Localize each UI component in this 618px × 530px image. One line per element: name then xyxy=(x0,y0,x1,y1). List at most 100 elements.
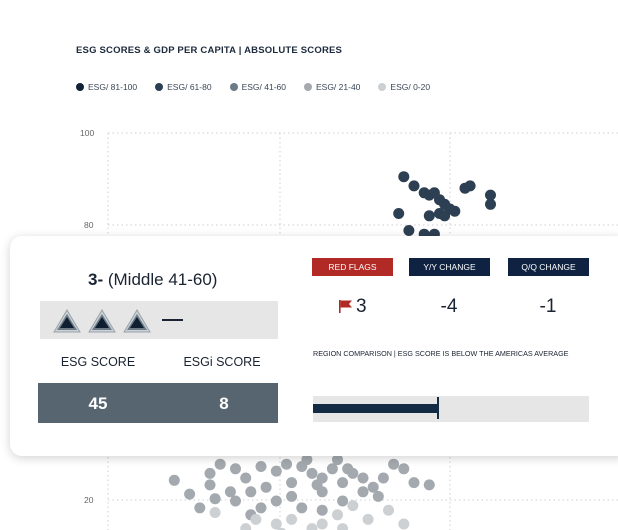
y-tick-label: 80 xyxy=(84,220,94,230)
scatter-point[interactable] xyxy=(209,493,221,505)
legend-label: ESG/ 0-20 xyxy=(390,82,431,92)
tier-indicator xyxy=(40,301,278,339)
scatter-point[interactable] xyxy=(388,458,400,470)
legend-label: ESG/ 41-60 xyxy=(241,82,286,92)
scatter-point[interactable] xyxy=(255,461,267,472)
scatter-point[interactable] xyxy=(423,210,435,222)
chart-title: ESG SCORES & GDP PER CAPITA | ABSOLUTE S… xyxy=(76,45,343,56)
scatter-point[interactable] xyxy=(214,458,226,470)
tier-triangle-icon xyxy=(123,309,151,333)
scatter-point[interactable] xyxy=(306,467,318,479)
scatter-point[interactable] xyxy=(230,463,241,475)
scatter-point[interactable] xyxy=(449,205,461,217)
scatter-point[interactable] xyxy=(326,463,338,475)
scatter-point[interactable] xyxy=(316,518,328,530)
legend-item-21-40[interactable]: ESG/ 21-40 xyxy=(303,82,361,92)
scatter-point[interactable] xyxy=(209,507,221,518)
scatter-point[interactable] xyxy=(270,495,282,507)
esg-score-value: 45 xyxy=(88,394,108,413)
legend-dot-icon xyxy=(229,83,238,91)
score-panel xyxy=(38,383,278,423)
scatter-point[interactable] xyxy=(362,513,374,525)
scatter-point[interactable] xyxy=(270,518,282,530)
scatter-point[interactable] xyxy=(342,463,354,475)
legend-label: ESG/ 21-40 xyxy=(315,82,361,92)
scatter-point[interactable] xyxy=(372,490,384,502)
scatter-point[interactable] xyxy=(403,225,415,236)
scatter-point[interactable] xyxy=(301,454,313,466)
scatter-point[interactable] xyxy=(306,523,318,530)
red-flags-badge: RED FLAGS xyxy=(312,258,393,276)
yy-change-value: -4 xyxy=(440,296,458,317)
scatter-point[interactable] xyxy=(423,479,435,491)
scatter-point[interactable] xyxy=(270,465,282,477)
scatter-point[interactable] xyxy=(408,477,420,489)
tier-title: 3- (Middle 41-60) xyxy=(88,270,217,290)
legend-item-0-20[interactable]: ESG/ 0-20 xyxy=(378,82,430,92)
red-flag-icon xyxy=(339,300,352,313)
tier-empty-dash-icon xyxy=(162,319,183,321)
scatter-point[interactable] xyxy=(485,198,496,210)
scatter-point[interactable] xyxy=(398,518,410,530)
region-comparison-text: REGION COMPARISON | ESG SCORE IS BELOW T… xyxy=(313,349,569,358)
scatter-point[interactable] xyxy=(168,474,180,486)
scatter-point[interactable] xyxy=(398,171,410,183)
scatter-point[interactable] xyxy=(286,490,298,502)
legend-dot-icon xyxy=(76,83,84,91)
esgi-score-value: 8 xyxy=(219,394,229,413)
scatter-point[interactable] xyxy=(204,479,216,491)
scatter-point[interactable] xyxy=(184,488,196,500)
legend-item-41-60[interactable]: ESG/ 41-60 xyxy=(229,82,286,92)
scatter-point[interactable] xyxy=(240,523,252,530)
scatter-point[interactable] xyxy=(337,495,349,507)
scatter-point[interactable] xyxy=(224,486,236,498)
scatter-point[interactable] xyxy=(367,481,379,493)
legend-item-81-100[interactable]: ESG/ 81-100 xyxy=(76,82,137,92)
legend-label: ESG/ 81-100 xyxy=(88,82,138,92)
chart-legend: ESG/ 81-100 ESG/ 61-80 ESG/ 41-60 ESG/ 2… xyxy=(76,82,430,92)
scatter-point[interactable] xyxy=(281,458,292,470)
scatter-point[interactable] xyxy=(332,454,343,466)
scatter-point[interactable] xyxy=(464,180,476,192)
scatter-point[interactable] xyxy=(316,504,328,516)
scatter-point[interactable] xyxy=(276,527,287,530)
y-tick-label: 20 xyxy=(84,495,94,505)
scatter-point[interactable] xyxy=(194,502,206,514)
tier-triangle-icon xyxy=(53,309,81,333)
scatter-point[interactable] xyxy=(383,504,394,516)
scatter-point[interactable] xyxy=(393,208,405,219)
scatter-point[interactable] xyxy=(337,477,349,489)
scatter-point[interactable] xyxy=(439,210,451,222)
scatter-point[interactable] xyxy=(357,472,369,484)
scatter-point[interactable] xyxy=(332,509,343,521)
scatter-point[interactable] xyxy=(398,463,410,475)
scatter-point[interactable] xyxy=(250,513,262,525)
scatter-point[interactable] xyxy=(296,502,308,514)
scatter-point[interactable] xyxy=(408,180,420,192)
red-flags-count: 3 xyxy=(356,296,367,317)
region-average-marker xyxy=(437,397,439,419)
legend-label: ESG/ 61-80 xyxy=(167,82,212,92)
scatter-point[interactable] xyxy=(347,500,359,512)
esg-score-label: ESG SCORE xyxy=(60,355,136,369)
scatter-point[interactable] xyxy=(240,472,252,484)
scatter-point[interactable] xyxy=(357,486,369,498)
scatter-point[interactable] xyxy=(204,467,216,479)
region-comparison-fill xyxy=(313,404,437,413)
tier-rank: 3- xyxy=(88,270,104,289)
legend-dot-icon xyxy=(378,83,387,91)
scatter-point[interactable] xyxy=(377,472,389,484)
scatter-point[interactable] xyxy=(316,486,328,498)
qq-change-badge: Q/Q CHANGE xyxy=(508,258,589,276)
legend-item-61-80[interactable]: ESG/ 61-80 xyxy=(155,82,212,92)
scatter-point[interactable] xyxy=(260,481,272,493)
scatter-point[interactable] xyxy=(286,513,298,525)
scatter-point[interactable] xyxy=(286,477,298,489)
tier-label: (Middle 41-60) xyxy=(107,270,218,289)
scatter-point[interactable] xyxy=(337,523,349,530)
scatter-point[interactable] xyxy=(255,502,267,514)
scatter-point[interactable] xyxy=(245,486,257,498)
scatter-point[interactable] xyxy=(230,495,241,507)
scatter-point[interactable] xyxy=(485,189,496,201)
esgi-score-label: ESGi SCORE xyxy=(183,355,261,369)
